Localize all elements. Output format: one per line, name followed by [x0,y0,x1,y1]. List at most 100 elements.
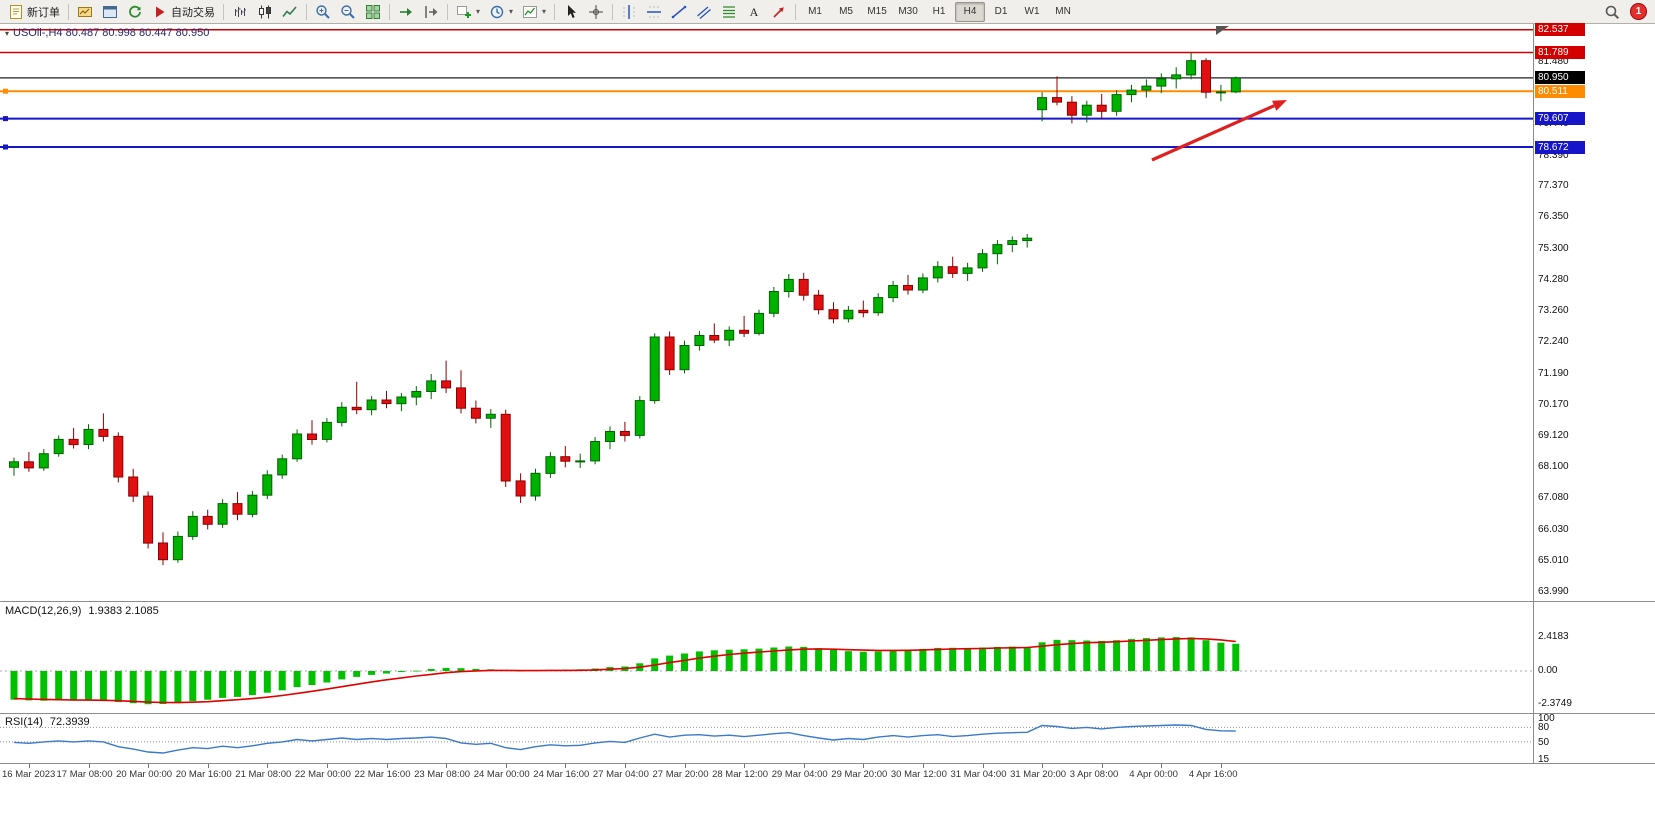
toolbar-right: 1 [1600,1,1651,23]
price-grid-label: 76.350 [1538,211,1569,223]
timeframe-h1-button[interactable]: H1 [932,6,946,17]
window-menu-icon[interactable]: ▾ [5,28,10,38]
arrows-icon [771,4,787,20]
time-tick [446,764,448,768]
profile-button[interactable] [73,1,97,23]
candles[interactable] [9,52,1241,566]
new-chart-button[interactable]: ▾ [452,1,484,23]
candle-chart-button[interactable] [253,1,277,23]
chart-title: ▾ USOil-,H4 80.487 80.998 80.447 80.950 [5,27,209,39]
timeframe-h4-button[interactable]: H4 [955,1,986,22]
time-tick [803,764,805,768]
tile-windows-button[interactable] [361,1,385,23]
new-order-button-label: 新订单 [27,6,60,19]
dropdown-arrow-icon[interactable]: ▾ [476,7,481,16]
fibonacci-button[interactable] [717,1,741,23]
search-button[interactable] [1600,1,1624,23]
time-tick [1220,764,1222,768]
dropdown-arrow-icon[interactable]: ▾ [509,7,514,16]
time-axis[interactable]: 16 Mar 2023 17 Mar 08:00 20 Mar 00:00 20 Ma… [0,764,1655,788]
price-grid-label: 70.170 [1538,398,1569,410]
crosshair-button[interactable] [584,1,608,23]
autotrade-icon [152,4,168,20]
arrows-button[interactable] [767,1,791,23]
terminal-button[interactable] [98,1,122,23]
rsi-panel-canvas[interactable] [0,714,1533,764]
zoom-in-icon [315,4,331,20]
time-label: 3 Apr 08:00 [1069,769,1119,780]
hline-icon [646,4,662,20]
auto-scroll-icon [398,4,414,20]
timeframe-w1-button[interactable]: W1 [1024,6,1040,17]
timeframe-m1-button[interactable]: M1 [808,6,822,17]
cursor-button[interactable] [559,1,583,23]
tile-icon [365,4,381,20]
toolbar-separator [795,3,797,20]
timeframe-d1-button[interactable]: D1 [994,6,1008,17]
hline-anchor[interactable] [3,88,8,94]
zoom-out-icon [340,4,356,20]
time-label: 31 Mar 20:00 [1010,769,1067,780]
periods-button[interactable]: ▾ [485,1,517,23]
time-label: 17 Mar 08:00 [56,769,113,780]
main-chart-canvas[interactable] [0,24,1533,602]
price-grid-label: 77.370 [1538,180,1569,192]
price-axis[interactable]: 81.48079.44078.39077.37076.35075.30074.2… [1533,23,1655,765]
horizontal-line-button[interactable] [642,1,666,23]
autotrade-button-label: 自动交易 [171,6,215,19]
toolbar-separator [554,3,556,20]
toolbar-separator [68,3,69,20]
trend-arrow[interactable] [1151,104,1275,162]
timeframe-m30-button[interactable]: M30 [898,6,918,17]
timeframe-mn-button[interactable]: MN [1055,6,1071,17]
new-chart-icon [456,4,472,20]
macd-signal-line [13,637,1236,704]
time-tick [744,764,746,768]
toolbar-separator [223,3,224,20]
time-label: 22 Mar 00:00 [294,769,351,780]
zoom-in-button[interactable] [311,1,335,23]
bar-chart-button[interactable] [228,1,252,23]
price-grid-label: 71.190 [1538,367,1569,379]
toolbar-separator [612,3,614,20]
time-label: 27 Mar 04:00 [592,769,649,780]
time-tick [922,764,924,768]
channel-button[interactable] [692,1,716,23]
toolbar-separator [306,3,307,20]
time-label: 24 Mar 16:00 [533,769,590,780]
chart-shift-button[interactable] [419,1,443,23]
new-order-icon [8,4,24,20]
timeframe-m15-button[interactable]: M15 [867,6,887,17]
autotrade-button[interactable]: 自动交易 [148,1,219,23]
macd-values: 1.9383 2.1085 [88,605,159,617]
new-order-button[interactable]: 新订单 [4,1,64,23]
fibonacci-icon [721,4,737,20]
time-label: 4 Apr 00:00 [1129,769,1178,780]
periods-clock-icon [489,4,505,20]
line-chart-button[interactable] [278,1,302,23]
zoom-out-button[interactable] [336,1,360,23]
templates-icon [522,4,538,20]
refresh-button[interactable] [123,1,147,23]
trendline-button[interactable] [667,1,691,23]
toolbar-buttons: 新订单 自动交易 ▾ ▾ ▾ A M1 M5 M15 M30 H1 H4 D1 W1 MN [4,1,1078,23]
templates-button[interactable]: ▾ [518,1,550,23]
hline-anchor[interactable] [3,144,8,150]
vertical-line-button[interactable] [617,1,641,23]
hline-anchor[interactable] [3,116,8,122]
macd-panel-canvas[interactable] [0,602,1533,714]
time-tick [386,764,388,768]
timeframe-m5-button[interactable]: M5 [839,6,853,17]
trend-arrow-head [1272,100,1287,111]
time-tick [267,764,269,768]
price-grid-label: 68.100 [1538,461,1569,473]
time-label: 21 Mar 08:00 [235,769,292,780]
auto-scroll-button[interactable] [394,1,418,23]
price-tag-82.537: 82.537 [1535,23,1585,37]
chart-shift-marker[interactable] [1216,26,1229,35]
notification-badge[interactable]: 1 [1630,3,1647,20]
price-grid-label: 65.010 [1538,554,1569,566]
text-button[interactable]: A [742,1,766,23]
time-tick [1042,764,1044,768]
dropdown-arrow-icon[interactable]: ▾ [542,7,547,16]
